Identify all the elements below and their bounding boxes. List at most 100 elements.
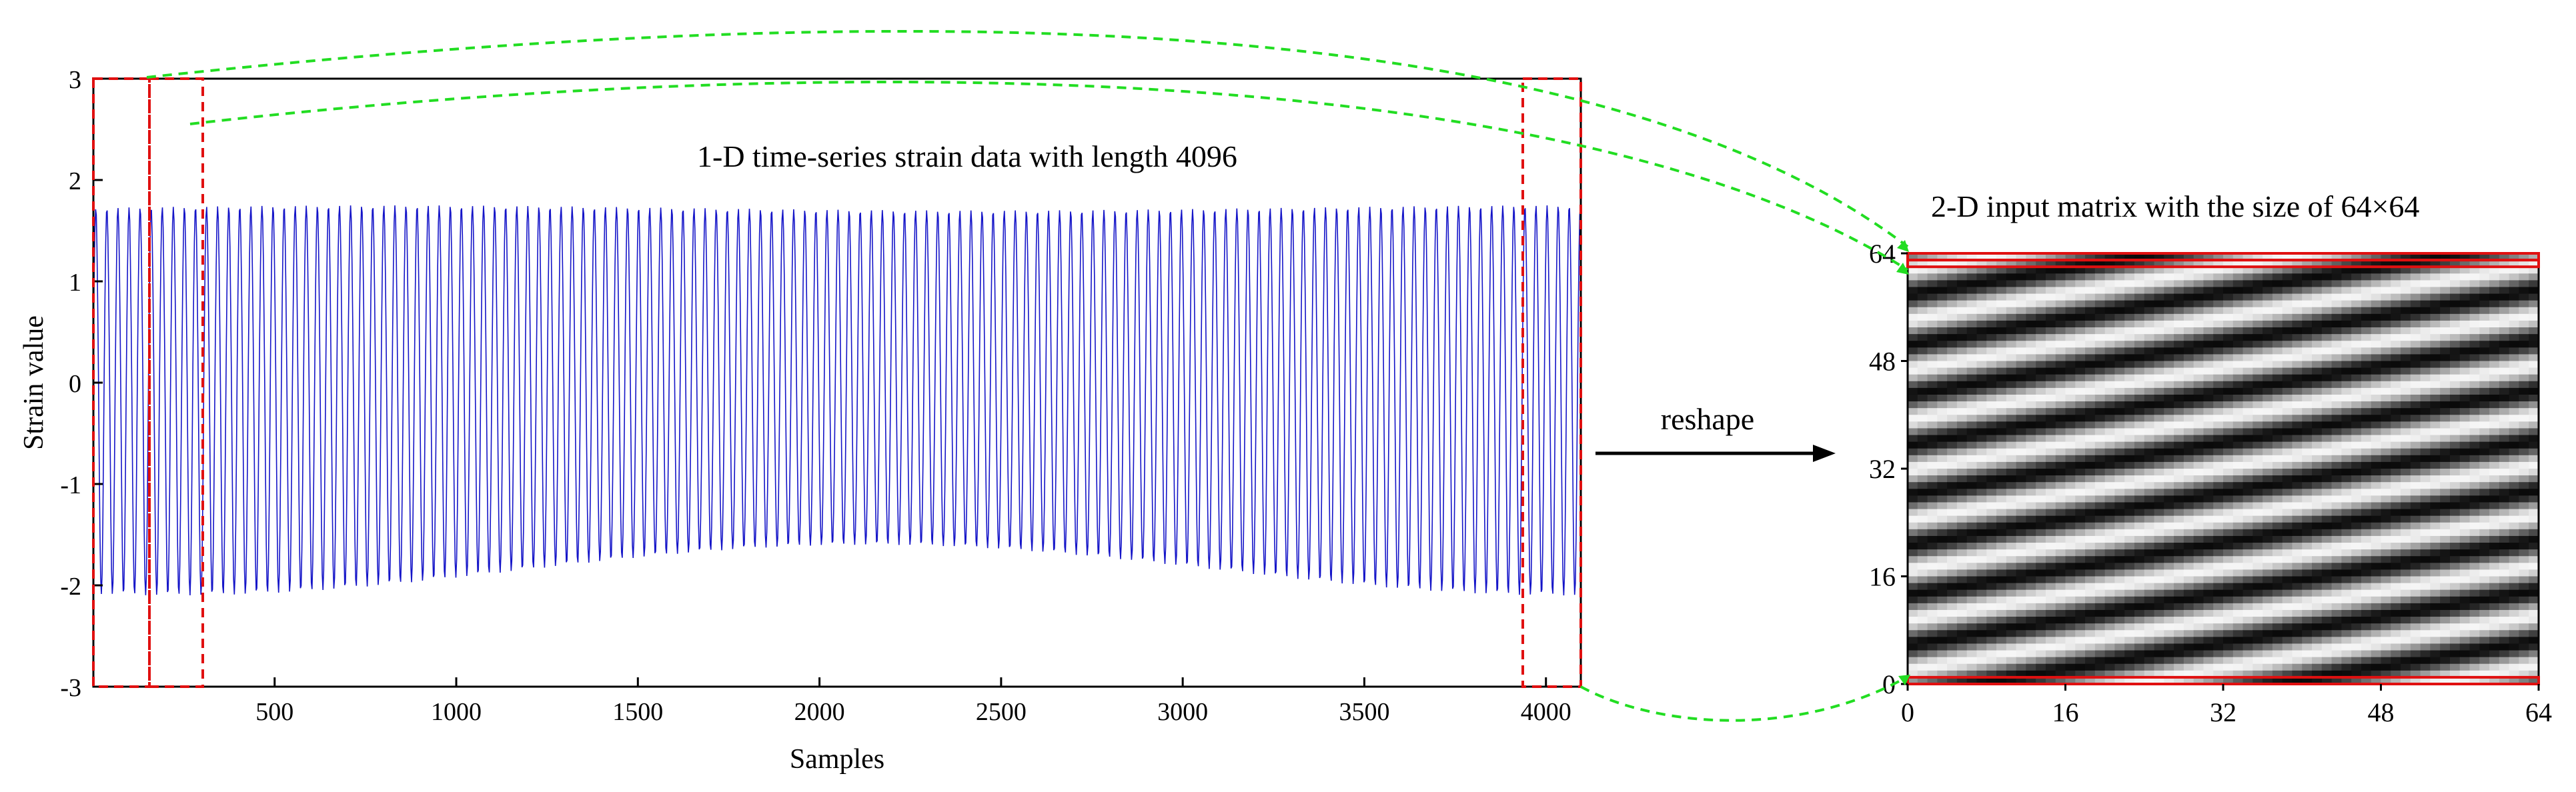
- matrix-cell: [2430, 650, 2441, 658]
- matrix-cell: [2174, 563, 2184, 570]
- matrix-cell: [2401, 583, 2411, 591]
- matrix-cell: [2242, 461, 2253, 469]
- matrix-cell: [2016, 502, 2026, 510]
- matrix-cell: [2312, 428, 2323, 436]
- matrix-cell: [2242, 576, 2253, 584]
- matrix-cell: [2371, 522, 2382, 530]
- matrix-cell: [2371, 489, 2382, 496]
- matrix-cell: [2479, 307, 2490, 315]
- matrix-cell: [2479, 367, 2490, 375]
- matrix-cell: [1908, 421, 1918, 429]
- matrix-cell: [2371, 293, 2382, 301]
- matrix-cell: [2193, 657, 2204, 665]
- matrix-cell: [2134, 489, 2145, 496]
- matrix-cell: [2203, 515, 2214, 523]
- matrix-cell: [2381, 448, 2391, 456]
- matrix-cell: [2065, 576, 2076, 584]
- matrix-cell: [2282, 381, 2293, 389]
- matrix-cell: [2529, 469, 2539, 476]
- matrix-cell: [2420, 589, 2431, 597]
- matrix-cell: [2203, 421, 2214, 429]
- matrix-cell: [2124, 401, 2135, 409]
- matrix-cell: [2509, 448, 2520, 456]
- matrix-cell: [2154, 387, 2164, 395]
- matrix-cell: [2164, 569, 2174, 577]
- matrix-cell: [2263, 401, 2273, 409]
- matrix-cell: [2430, 677, 2441, 685]
- matrix-cell: [2272, 495, 2283, 503]
- matrix-cell: [2410, 677, 2421, 685]
- matrix-cell: [2045, 280, 2056, 288]
- matrix-cell: [2094, 347, 2106, 355]
- matrix-cell: [2529, 287, 2539, 295]
- matrix-cell: [2232, 650, 2244, 658]
- matrix-cell: [2469, 287, 2480, 295]
- matrix-cell: [1966, 677, 1978, 685]
- matrix-cell: [2410, 603, 2421, 611]
- matrix-cell: [2055, 307, 2066, 315]
- matrix-cell: [2134, 421, 2145, 429]
- matrix-cell: [2203, 267, 2214, 274]
- matrix-cell: [2351, 408, 2362, 415]
- matrix-cell: [2420, 334, 2431, 341]
- matrix-cell: [1976, 630, 1987, 637]
- matrix-cell: [2292, 529, 2303, 537]
- matrix-cell: [2381, 609, 2391, 617]
- matrix-cell: [1986, 293, 1997, 301]
- matrix-cell: [1947, 455, 1958, 463]
- matrix-cell: [2114, 387, 2125, 395]
- matrix-cell: [2341, 260, 2352, 267]
- matrix-cell: [2075, 677, 2086, 685]
- matrix-cell: [2449, 535, 2461, 543]
- matrix-cell: [2114, 650, 2125, 658]
- matrix-cell: [1937, 354, 1948, 362]
- matrix-cell: [2272, 569, 2283, 577]
- matrix-cell: [1917, 408, 1928, 415]
- matrix-cell: [2469, 394, 2480, 402]
- matrix-cell: [2272, 273, 2283, 281]
- matrix-cell: [2361, 320, 2372, 328]
- matrix-cell: [2312, 543, 2323, 550]
- matrix-cell: [2104, 428, 2116, 436]
- matrix-cell: [2213, 556, 2224, 563]
- matrix-cell: [1908, 522, 1918, 530]
- matrix-cell: [2006, 569, 2017, 577]
- matrix-cell: [2282, 387, 2293, 395]
- matrix-cell: [2391, 253, 2401, 261]
- matrix-cell: [1976, 354, 1987, 362]
- matrix-x-tick-label: 48: [2368, 697, 2395, 727]
- matrix-cell: [2449, 670, 2461, 678]
- matrix-cell: [2401, 596, 2411, 604]
- matrix-cell: [2124, 300, 2135, 308]
- matrix-cell: [2124, 515, 2135, 523]
- matrix-cell: [2351, 522, 2362, 530]
- matrix-cell: [2489, 663, 2500, 671]
- matrix-cell: [2410, 448, 2421, 456]
- matrix-cell: [2124, 320, 2135, 328]
- matrix-cell: [1986, 596, 1997, 604]
- matrix-cell: [2529, 313, 2539, 321]
- matrix-cell: [2440, 609, 2451, 617]
- matrix-cell: [2302, 320, 2313, 328]
- matrix-cell: [2401, 461, 2411, 469]
- matrix-cell: [2321, 408, 2333, 415]
- matrix-cell: [2321, 522, 2333, 530]
- matrix-cell: [2223, 515, 2234, 523]
- matrix-cell: [2252, 543, 2263, 550]
- matrix-cell: [2489, 617, 2500, 624]
- matrix-cell: [2232, 576, 2244, 584]
- matrix-cell: [2232, 280, 2244, 288]
- matrix-cell: [2401, 495, 2411, 503]
- matrix-cell: [2410, 663, 2421, 671]
- matrix-cell: [2312, 401, 2323, 409]
- matrix-cell: [1986, 657, 1997, 665]
- matrix-cell: [1947, 576, 1958, 584]
- matrix-cell: [2114, 441, 2125, 449]
- matrix-cell: [1956, 441, 1968, 449]
- matrix-cell: [2094, 341, 2106, 348]
- matrix-cell: [1917, 441, 1928, 449]
- matrix-cell: [2519, 650, 2529, 658]
- matrix-cell: [1937, 320, 1948, 328]
- matrix-cell: [1927, 455, 1938, 463]
- matrix-cell: [2440, 361, 2451, 369]
